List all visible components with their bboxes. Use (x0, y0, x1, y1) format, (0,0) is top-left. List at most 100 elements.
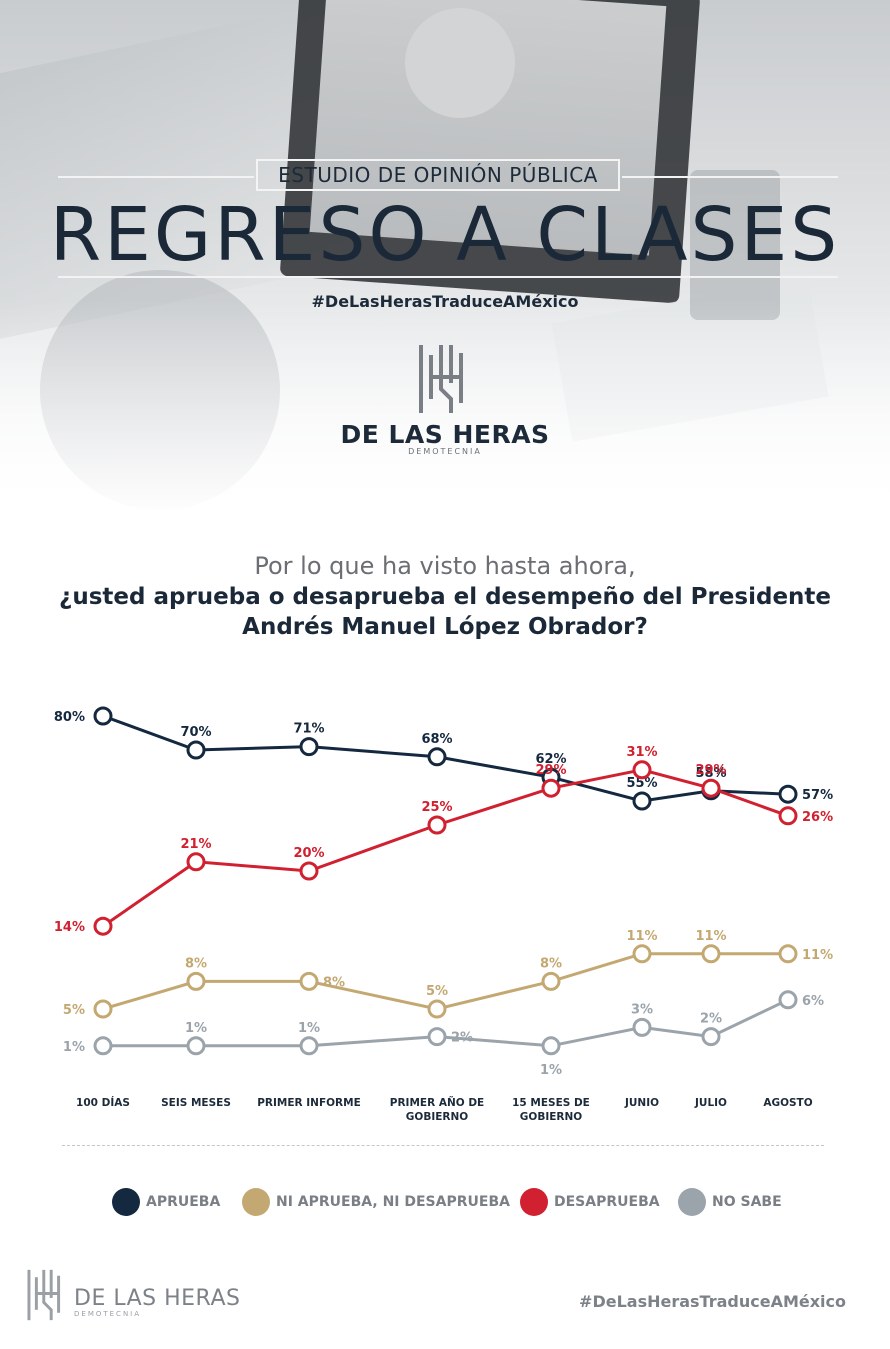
divider-line (58, 176, 254, 178)
data-label: 11% (695, 929, 726, 944)
data-point (93, 999, 113, 1019)
data-label: 1% (298, 1021, 320, 1036)
legend-swatch (520, 1188, 548, 1216)
legend-label: DESAPRUEBA (554, 1194, 660, 1210)
data-label: 68% (421, 732, 452, 747)
question-line: Andrés Manuel López Obrador? (242, 614, 648, 640)
footer-brand-name: DE LAS HERAS (74, 1286, 241, 1311)
data-point (778, 806, 798, 826)
legend-item: NI APRUEBA, NI DESAPRUEBA (242, 1188, 510, 1216)
data-point (427, 815, 447, 835)
data-point (93, 1036, 113, 1056)
data-label: 8% (540, 956, 562, 971)
data-label: 2% (700, 1012, 722, 1027)
brand-logo-icon (417, 343, 471, 419)
data-label: 8% (185, 956, 207, 971)
data-point (701, 778, 721, 798)
approval-line-chart: 80% 70% 71% 68% 62% 55% 58% 57% 14% 21% 20% 25% 29% 3… (54, 706, 833, 1123)
data-point (632, 944, 652, 964)
data-point (427, 747, 447, 767)
legend-item: DESAPRUEBA (520, 1188, 660, 1216)
data-point (632, 760, 652, 780)
data-label: 11% (626, 929, 657, 944)
data-label: 80% (54, 710, 85, 725)
hashtag: #DeLasHerasTraduceAMéxico (311, 292, 579, 311)
series-line (103, 998, 789, 1048)
x-tick-label: PRIMER AÑO DE (390, 1096, 484, 1109)
data-label: 21% (180, 837, 211, 852)
data-label: 62% (535, 752, 566, 767)
x-tick-label: GOBIERNO (406, 1111, 468, 1123)
data-label: 1% (63, 1040, 85, 1055)
data-point (299, 971, 319, 991)
data-point (186, 971, 206, 991)
data-label: 1% (185, 1021, 207, 1036)
data-point (701, 944, 721, 964)
data-label: 31% (626, 745, 657, 760)
x-tick-label: 15 MESES DE (512, 1097, 590, 1109)
legend-item: NO SABE (678, 1188, 782, 1216)
page-title: REGRESO A CLASES (49, 192, 841, 278)
legend-label: APRUEBA (146, 1194, 221, 1210)
data-point (541, 971, 561, 991)
data-point (541, 778, 561, 798)
question-line: ¿usted aprueba o desaprueba el desempeño… (58, 584, 832, 610)
brand-subtitle: DEMOTECNIA (408, 447, 482, 456)
data-point (778, 784, 798, 804)
divider-line (58, 276, 838, 278)
data-point (186, 740, 206, 760)
data-label: 5% (426, 984, 448, 999)
data-point (299, 1036, 319, 1056)
data-label: 2% (451, 1031, 473, 1046)
x-tick-label: JUNIO (624, 1097, 659, 1109)
data-point (427, 1027, 447, 1047)
data-label: 70% (180, 725, 211, 740)
brand-name: DE LAS HERAS (340, 420, 550, 449)
data-point (93, 916, 113, 936)
data-label: 6% (802, 994, 824, 1009)
study-subtitle: ESTUDIO DE OPINIÓN PÚBLICA (256, 159, 620, 191)
question-intro: Por lo que ha visto hasta ahora, (254, 552, 636, 580)
data-label: 3% (631, 1002, 653, 1017)
legend-swatch (678, 1188, 706, 1216)
x-tick-label: AGOSTO (763, 1097, 812, 1109)
data-label: 25% (421, 800, 452, 815)
legend-swatch (112, 1188, 140, 1216)
footer-hashtag: #DeLasHerasTraduceAMéxico (579, 1292, 846, 1311)
data-label: 11% (802, 948, 833, 963)
data-label: 71% (293, 722, 324, 737)
series-line (102, 714, 789, 803)
data-label: 1% (540, 1063, 562, 1078)
x-tick-label: JULIO (694, 1097, 727, 1109)
data-point (778, 990, 798, 1010)
data-point (299, 737, 319, 757)
series-line (102, 768, 789, 928)
question-text: ¿usted aprueba o desaprueba el desempeño… (0, 582, 890, 642)
x-tick-label: GOBIERNO (520, 1111, 582, 1123)
dashed-divider (62, 1145, 824, 1146)
data-label: 29% (695, 763, 726, 778)
data-point (632, 1017, 652, 1037)
data-point (632, 791, 652, 811)
data-label: 58% (695, 766, 726, 781)
data-label: 20% (293, 846, 324, 861)
x-tick-label: 100 DÍAS (76, 1096, 130, 1109)
hero-fade (0, 300, 890, 520)
data-point (701, 1027, 721, 1047)
data-point (186, 1036, 206, 1056)
data-point (778, 944, 798, 964)
legend-label: NI APRUEBA, NI DESAPRUEBA (276, 1194, 510, 1210)
data-point (427, 999, 447, 1019)
footer-brand-subtitle: DEMOTECNIA (74, 1310, 142, 1318)
legend-swatch (242, 1188, 270, 1216)
data-point (93, 706, 113, 726)
data-label: 5% (63, 1003, 85, 1018)
data-label: 55% (626, 776, 657, 791)
data-label: 29% (535, 763, 566, 778)
hero-background (0, 0, 890, 520)
legend-item: APRUEBA (112, 1188, 220, 1216)
data-label: 8% (323, 975, 345, 990)
x-tick-label: SEIS MESES (161, 1097, 231, 1109)
data-label: 14% (54, 920, 85, 935)
pencil-cup-image (690, 170, 780, 320)
